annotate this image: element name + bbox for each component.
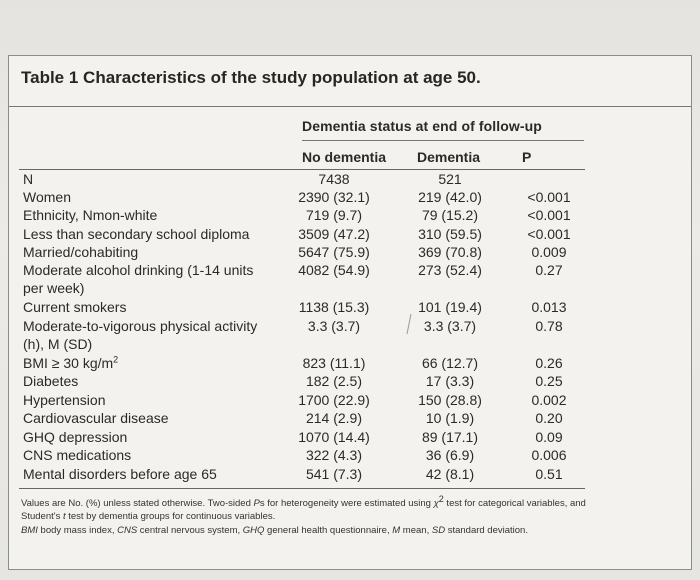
footnote-text: mean, <box>400 525 432 536</box>
cell-no-dementia: 322 (4.3) <box>305 447 363 463</box>
row-label: GHQ depression <box>23 429 128 445</box>
cell-no-dementia: 541 (7.3) <box>305 466 363 482</box>
chi-superscript: 2 <box>438 493 444 504</box>
cell-no-dementia: 1138 (15.3) <box>298 299 370 315</box>
cell-dementia: 101 (19.4) <box>418 299 482 315</box>
footnote-text: body mass index, <box>37 525 118 536</box>
cell-p: 0.51 <box>535 466 563 482</box>
footnote-italic: GHQ <box>242 525 265 536</box>
footnote-italic: t <box>62 511 66 522</box>
header-rule <box>19 169 585 170</box>
cell-p: 0.006 <box>531 447 567 463</box>
row-label: Less than secondary school diploma <box>23 226 250 242</box>
cell-no-dementia: 719 (9.7) <box>305 207 363 223</box>
cell-p: 0.009 <box>531 244 567 260</box>
row-label: Cardiovascular disease <box>23 410 169 426</box>
footnote-line-2: Student's t test by dementia groups for … <box>21 511 681 523</box>
cell-dementia: 310 (59.5) <box>418 226 482 242</box>
row-label: Mental disorders before age 65 <box>23 466 217 482</box>
cell-p: <0.001 <box>527 207 571 223</box>
row-label: Married/cohabiting <box>23 244 139 260</box>
cell-dementia: 150 (28.8) <box>418 392 482 408</box>
footnote-italic: M <box>392 525 401 536</box>
cell-no-dementia: 5647 (75.9) <box>298 244 370 260</box>
superscript: 2 <box>113 354 119 365</box>
table-title: Table 1 Characteristics of the study pop… <box>21 68 481 87</box>
cell-dementia: 66 (12.7) <box>421 355 479 371</box>
title-divider <box>9 106 691 107</box>
row-label-text: BMI ≥ 30 kg/m <box>23 355 114 371</box>
cell-dementia: 36 (6.9) <box>425 447 475 463</box>
footnote-italic: SD <box>431 525 446 536</box>
cell-no-dementia: 2390 (32.1) <box>298 189 370 205</box>
footnote-text: test by dementia groups for continuous v… <box>65 511 276 522</box>
cell-no-dementia: 823 (11.1) <box>302 355 366 371</box>
cell-dementia: 42 (8.1) <box>425 466 475 482</box>
cell-dementia: 10 (1.9) <box>425 410 475 426</box>
footnote-text: Values are No. (%) unless stated otherwi… <box>21 498 254 509</box>
cell-dementia: 219 (42.0) <box>418 189 482 205</box>
cell-dementia: 521 <box>438 171 462 187</box>
cell-p: <0.001 <box>527 226 571 242</box>
cell-no-dementia: 4082 (54.9) <box>298 262 370 278</box>
footnote-text: standard deviation. <box>445 525 528 536</box>
cell-dementia: 17 (3.3) <box>425 373 475 389</box>
cell-no-dementia: 1070 (14.4) <box>298 429 370 445</box>
cell-p: 0.78 <box>535 318 563 334</box>
col-header-dementia: Dementia <box>417 149 481 165</box>
footnote-text: s for heterogeneity were estimated using <box>259 498 434 509</box>
row-label: Hypertension <box>23 392 106 408</box>
cell-dementia: 79 (15.2) <box>421 207 479 223</box>
table-bottom-rule <box>19 488 585 489</box>
cell-dementia: 89 (17.1) <box>421 429 479 445</box>
footnote-text: test for categorical variables, and <box>443 498 586 509</box>
row-label: BMI ≥ 30 kg/m2 <box>23 355 293 372</box>
cell-no-dementia: 214 (2.9) <box>305 410 363 426</box>
row-label: Ethnicity, Nmon-white <box>23 207 158 223</box>
row-label-continued: (h), M (SD) <box>23 336 93 352</box>
cell-no-dementia: 182 (2.5) <box>305 373 363 389</box>
cell-p: 0.09 <box>535 429 563 445</box>
cell-dementia: 273 (52.4) <box>418 262 482 278</box>
table-card: Table 1 Characteristics of the study pop… <box>8 55 692 570</box>
row-label: Moderate alcohol drinking (1-14 units <box>23 262 254 278</box>
footnote-text: general health questionnaire, <box>264 525 393 536</box>
col-header-no-dementia: No dementia <box>302 149 387 165</box>
row-label: Women <box>23 189 71 205</box>
cell-dementia: 369 (70.8) <box>418 244 482 260</box>
row-label: CNS medications <box>23 447 132 463</box>
footnote-line-1: Values are No. (%) unless stated otherwi… <box>21 494 681 510</box>
row-label: N <box>23 171 34 187</box>
cell-p: 0.002 <box>531 392 567 408</box>
row-label: Current smokers <box>23 299 127 315</box>
col-header-p: P <box>522 149 532 165</box>
group-header-rule <box>302 140 584 141</box>
row-label: Diabetes <box>23 373 79 389</box>
cell-p: 0.20 <box>535 410 563 426</box>
footnote-line-3: BMI body mass index, CNS central nervous… <box>21 525 681 537</box>
footnote-italic: CNS <box>117 525 138 536</box>
cell-p: 0.27 <box>535 262 563 278</box>
row-label: Moderate-to-vigorous physical activity <box>23 318 258 334</box>
cell-dementia: 3.3 (3.7) <box>423 318 477 334</box>
cell-no-dementia: 1700 (22.9) <box>298 392 370 408</box>
footnote-text: Student's <box>21 511 63 522</box>
footnote-italic: P <box>253 498 260 509</box>
row-label-continued: per week) <box>23 280 85 296</box>
footnote-italic: BMI <box>21 525 38 536</box>
group-header: Dementia status at end of follow-up <box>302 118 542 134</box>
cell-no-dementia: 3.3 (3.7) <box>307 318 361 334</box>
cell-no-dementia: 3509 (47.2) <box>298 226 370 242</box>
cell-p: <0.001 <box>527 189 571 205</box>
cell-p: 0.013 <box>531 299 567 315</box>
cell-p: 0.25 <box>535 373 563 389</box>
pen-mark <box>406 313 412 335</box>
cell-p: 0.26 <box>535 355 563 371</box>
chi-symbol: χ <box>433 498 439 509</box>
footnote-text: central nervous system, <box>137 525 243 536</box>
cell-no-dementia: 7438 <box>318 171 350 187</box>
